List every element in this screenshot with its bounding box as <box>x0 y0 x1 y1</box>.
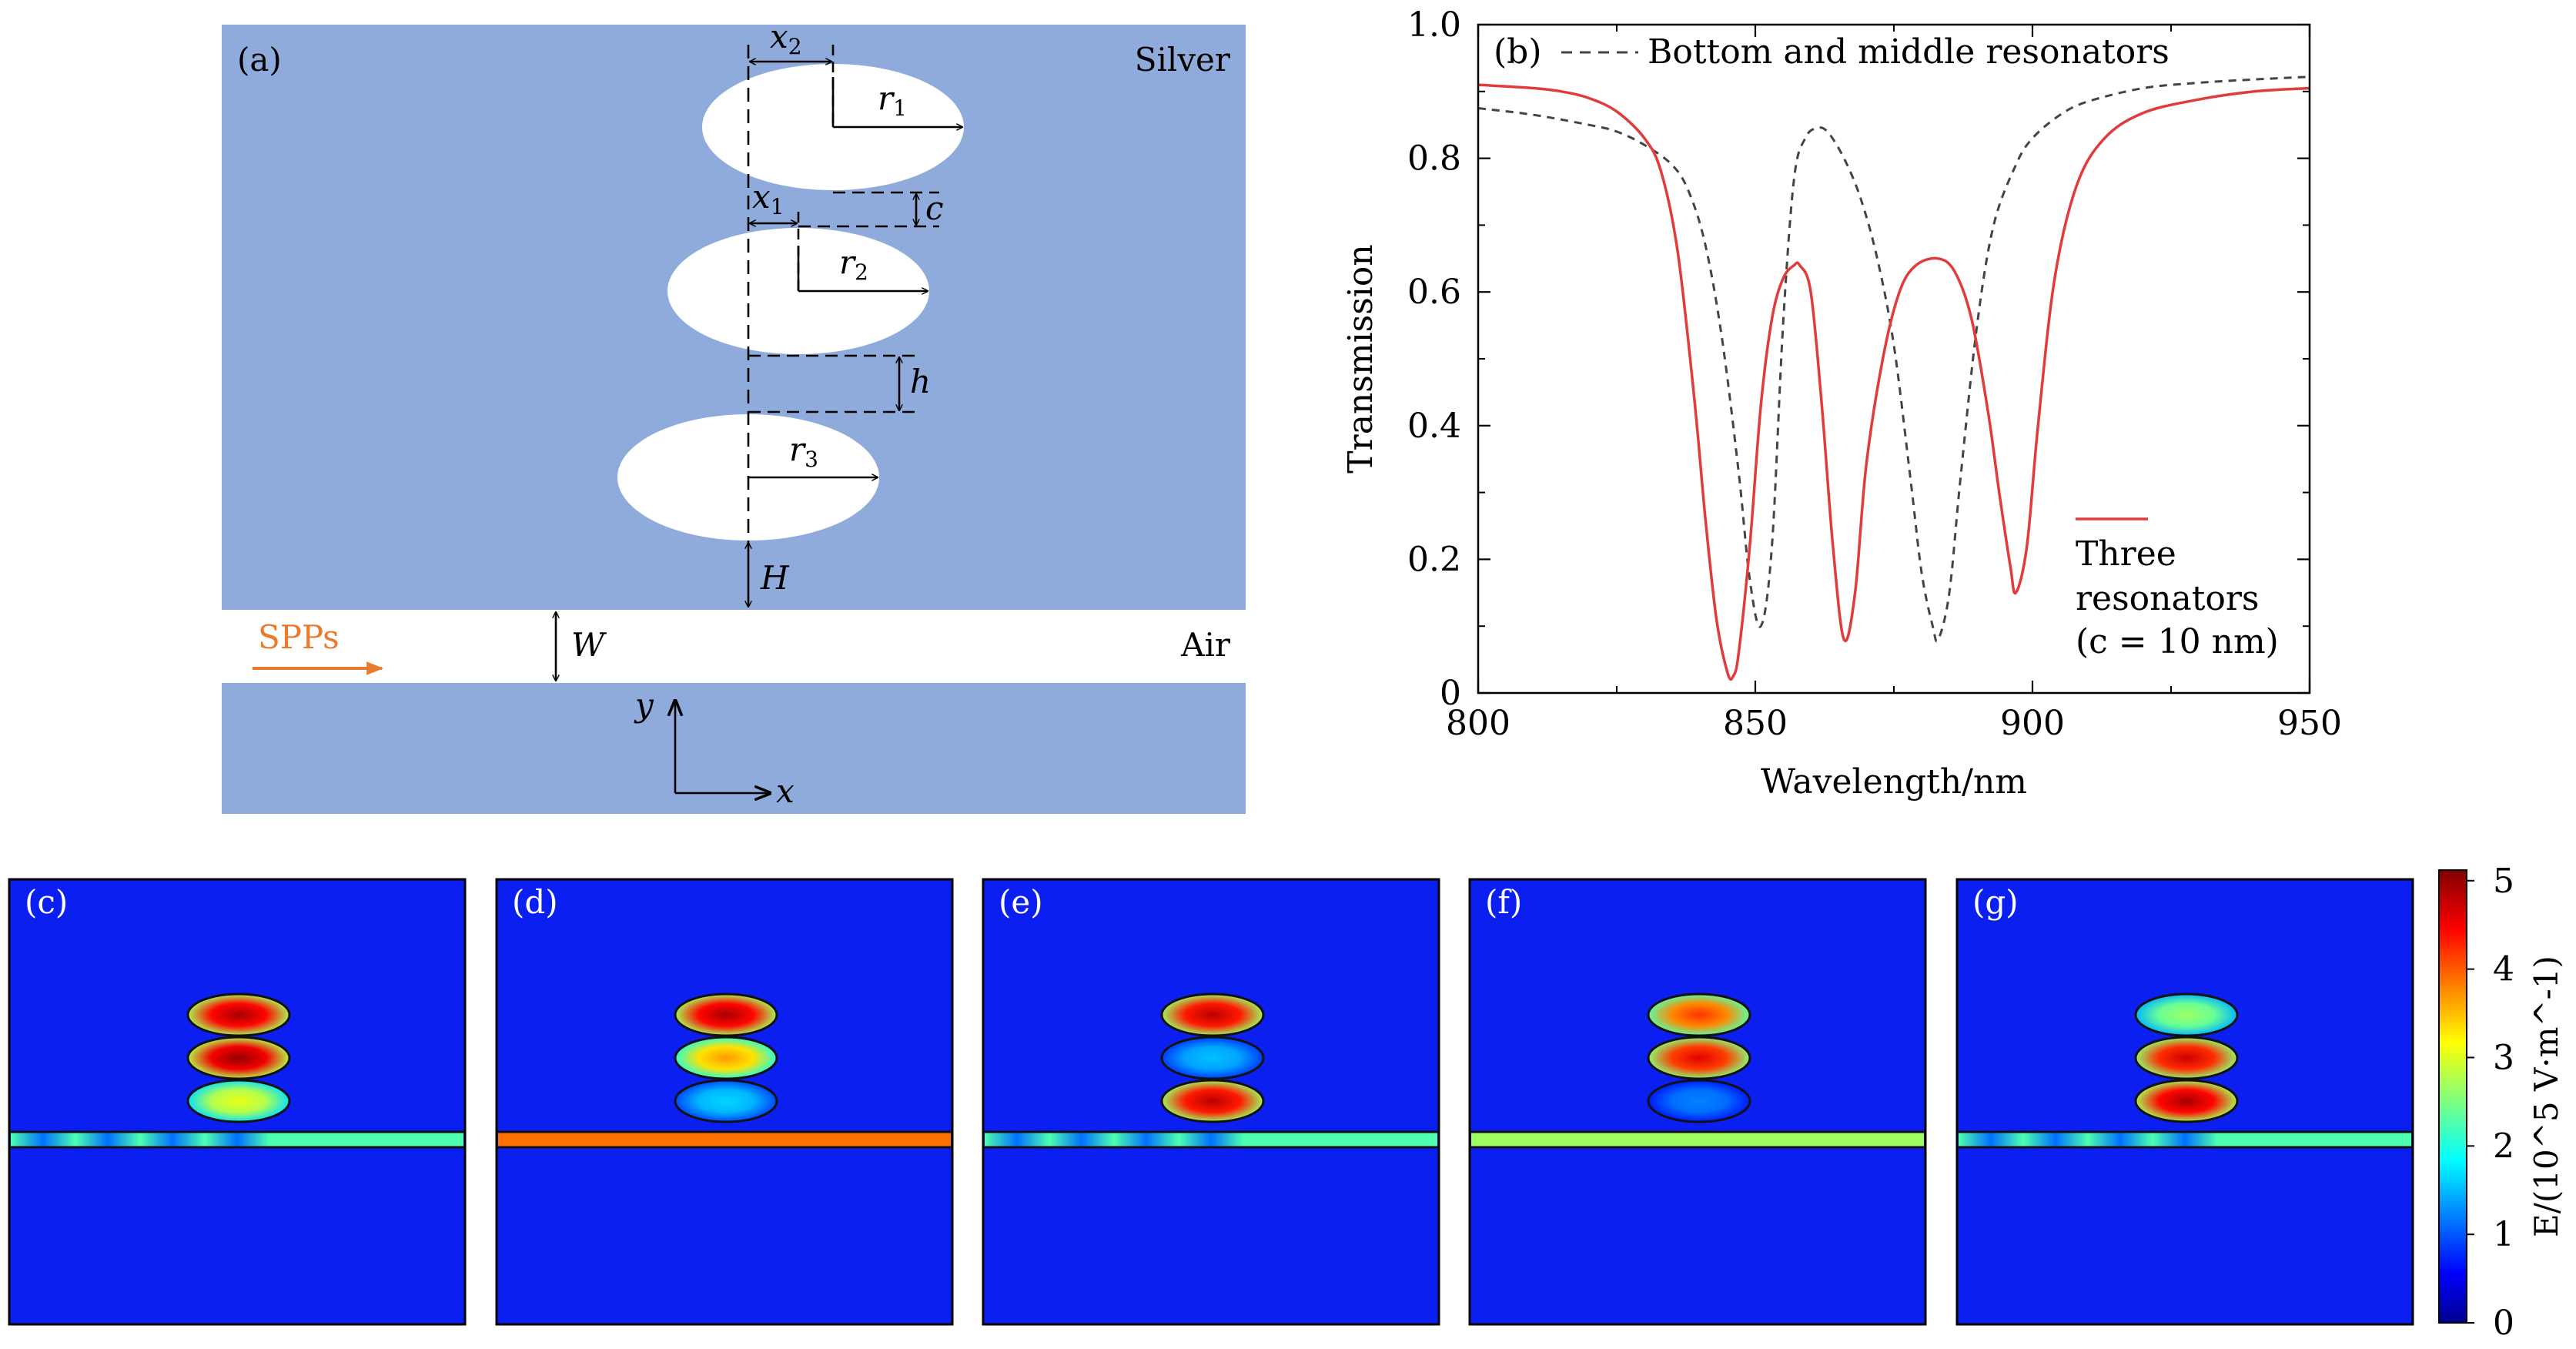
waveguide-field <box>498 1132 951 1147</box>
label-r1: r1 <box>878 79 907 121</box>
panel-a-label: (a) <box>237 41 282 79</box>
colorbar: 0 1 2 3 4 5 E/(10^5 V·m^-1) <box>2438 862 2565 1343</box>
panel-b-chart: 800 850 900 950 0 0.2 0.4 0.6 0.8 1.0 (b) Bottom … <box>1341 5 2342 802</box>
field-map-panel: (d) <box>495 878 954 1326</box>
legend-solid-line-2: resonators <box>2076 579 2260 618</box>
field-map-label: (c) <box>25 883 68 921</box>
spp-label: SPPs <box>258 618 340 656</box>
legend-solid-line-3: (c = 10 nm) <box>2076 622 2279 661</box>
label-W: W <box>571 626 607 664</box>
field-map-label: (g) <box>1972 883 2019 921</box>
air-label: Air <box>1180 626 1231 664</box>
y-tick-label: 1.0 <box>1407 5 1461 45</box>
x-tick-label: 900 <box>2000 704 2065 743</box>
y-tick-label: 0.6 <box>1407 273 1461 312</box>
colorbar-label: E/(10^5 V·m^-1) <box>2527 956 2565 1237</box>
cavity-middle-field <box>2134 1036 2239 1080</box>
chart-ticks: 800 850 900 950 0 0.2 0.4 0.6 0.8 1.0 <box>1407 5 2342 743</box>
label-x1: x1 <box>752 178 785 219</box>
legend-solid-line-1: Three <box>2076 534 2176 574</box>
y-axis-title: Transmission <box>1341 244 1380 473</box>
cavity-middle-field <box>1160 1036 1265 1080</box>
field-map-label: (f) <box>1485 883 1522 921</box>
label-r3: r3 <box>789 430 818 472</box>
colorbar-tick-label: 4 <box>2493 950 2514 989</box>
field-map-panel: (g) <box>1955 878 2414 1326</box>
x-axis-title: Wavelength/nm <box>1761 762 2027 802</box>
label-r2: r2 <box>839 243 868 285</box>
waveguide-field <box>1471 1132 1924 1147</box>
y-tick-label: 0 <box>1440 674 1461 713</box>
label-c: c <box>925 189 944 227</box>
colorbar-gradient <box>2438 869 2467 1324</box>
field-map-label: (d) <box>512 883 558 921</box>
field-maps: (c) (d) (e) (f) (g) <box>8 878 2414 1326</box>
axis-label-y: y <box>634 686 654 724</box>
cavity-top-field <box>674 993 778 1037</box>
colorbar-tick-label: 5 <box>2493 862 2514 901</box>
cavity-middle-field <box>674 1036 778 1080</box>
cavity-bottom-field <box>1647 1079 1751 1123</box>
colorbar-tick-label: 0 <box>2493 1304 2514 1343</box>
field-map-panel: (e) <box>982 878 1440 1326</box>
panel-b-label: (b) <box>1494 32 1542 72</box>
x-tick-label: 800 <box>1446 704 1510 743</box>
label-h: h <box>910 363 931 400</box>
colorbar-tick-label: 1 <box>2493 1215 2514 1254</box>
waveguide-field <box>985 1132 1437 1147</box>
cavity-top-field <box>2134 993 2239 1037</box>
chart-series <box>1477 75 2310 681</box>
colorbar-ticks: 0 1 2 3 4 5 <box>2467 862 2514 1343</box>
silver-region-bottom <box>222 683 1246 814</box>
cavity-middle-field <box>186 1036 291 1080</box>
x-tick-label: 950 <box>2277 704 2342 743</box>
x-tick-label: 850 <box>1723 704 1788 743</box>
cavity-bottom-field <box>186 1079 291 1123</box>
plot-frame <box>1477 23 2311 695</box>
silver-label: Silver <box>1135 41 1231 79</box>
cavity-bottom-field <box>1160 1079 1265 1123</box>
y-tick-label: 0.4 <box>1407 407 1461 446</box>
cavity-top-field <box>1647 993 1751 1037</box>
colorbar-tick-label: 2 <box>2493 1126 2514 1166</box>
label-H: H <box>760 559 790 597</box>
colorbar-tick-label: 3 <box>2493 1038 2514 1077</box>
axis-label-x: x <box>776 772 795 810</box>
waveguide-field <box>11 1132 463 1147</box>
series-three-resonators-solid <box>1477 83 2310 681</box>
cavity-bottom-field <box>674 1079 778 1123</box>
cavity-bottom-field <box>2134 1079 2239 1123</box>
cavity-top-field <box>1160 993 1265 1037</box>
waveguide-field <box>1959 1132 2411 1147</box>
field-map-panel: (c) <box>8 878 467 1326</box>
cavity-middle-field <box>1647 1036 1751 1080</box>
air-waveguide <box>222 610 1246 683</box>
y-tick-label: 0.2 <box>1407 540 1461 579</box>
legend-dashed-label: Bottom and middle resonators <box>1648 32 2170 72</box>
series-bottom-middle-dashed <box>1477 75 2310 643</box>
y-tick-label: 0.8 <box>1407 139 1461 179</box>
field-map-label: (e) <box>999 883 1043 921</box>
field-map-panel: (f) <box>1468 878 1927 1326</box>
panel-a-schematic: (a) Silver Air SPPs x2 r1 c x1 r2 h r3 H… <box>222 18 1246 814</box>
cavity-top-field <box>186 993 291 1037</box>
label-x2: x2 <box>770 18 802 59</box>
